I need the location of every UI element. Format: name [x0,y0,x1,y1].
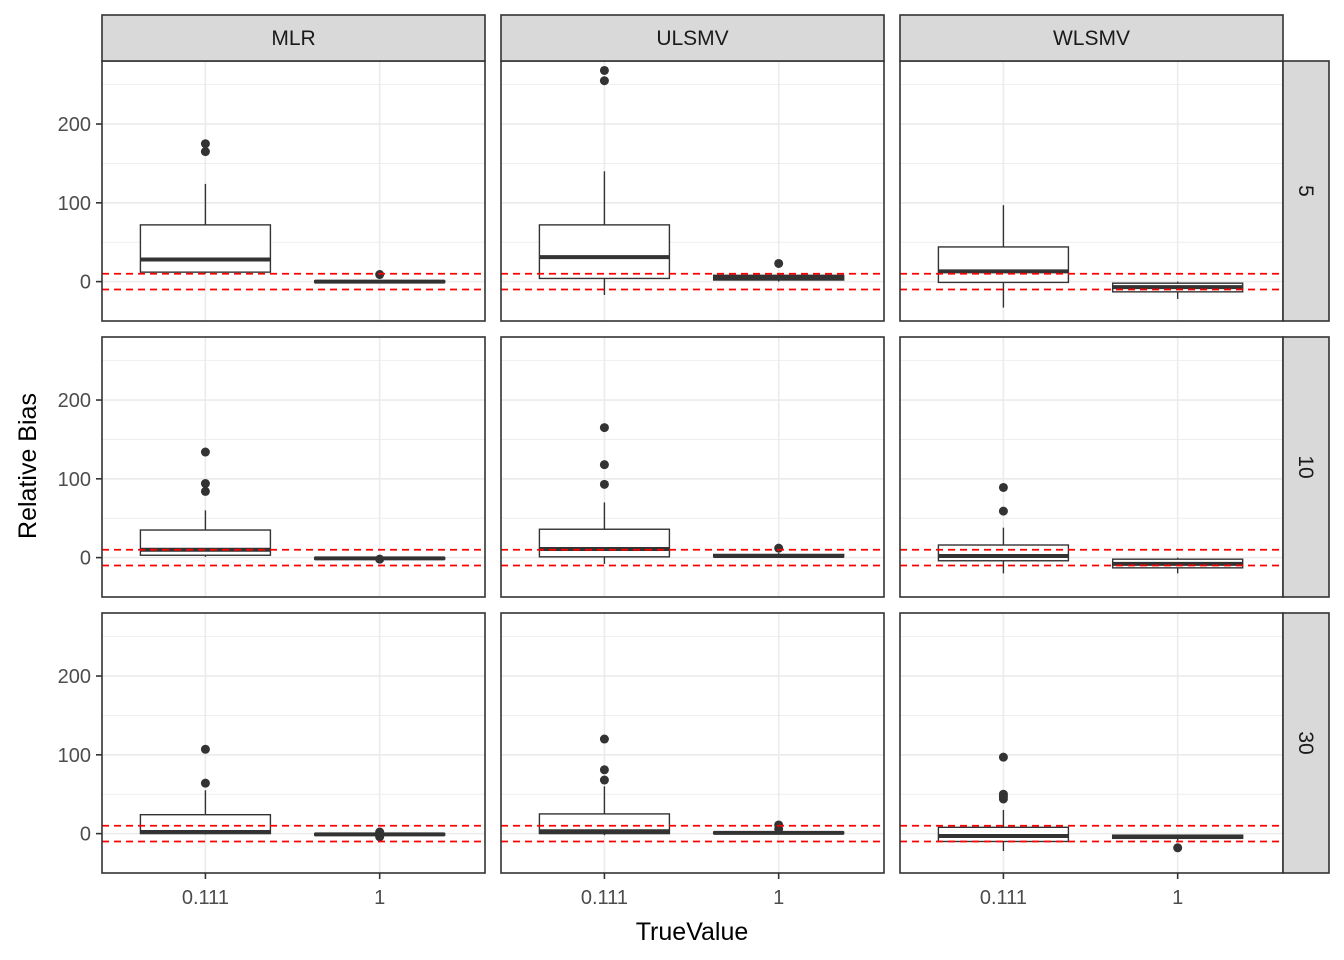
panel-ulsmv-30 [500,612,885,874]
strip-background [101,14,486,62]
y-tick-label: 100 [58,745,91,767]
strip-label: ULSMV [656,27,728,50]
outlier-point [599,734,609,744]
outlier-point [774,543,784,553]
y-tick-label: 0 [80,824,91,846]
outlier-point [200,479,210,489]
outlier-point [998,789,1008,799]
outlier-point [200,486,210,496]
strip-label: WLSMV [1053,27,1130,50]
strip-row-10: 10 [1282,336,1330,598]
outlier-point [998,506,1008,516]
box-iqr [538,528,671,558]
box-iqr [139,224,272,273]
box-0_111 [937,205,1070,308]
outlier-point [200,447,210,457]
axes-layer: 0 100 200 0 100 200 0 100 200 0.111 1 0.111 1 0.111 1 [58,114,1184,909]
box-0_111 [139,744,272,835]
y-tick-label: 100 [58,193,91,215]
box-iqr [538,224,671,280]
box-1 [1111,281,1244,299]
outlier-point [200,139,210,149]
strip-label: 30 [1294,731,1317,754]
strip-wlsmv: WLSMV [899,14,1284,62]
outlier-point [375,827,385,837]
strip-background [1282,612,1330,874]
x-tick-label: 0.111 [980,887,1027,909]
x-tick-label: 1 [773,887,784,909]
y-tick-label: 200 [58,390,91,412]
y-tick-label: 0 [80,272,91,294]
strip-background [500,14,885,62]
panel-mlr-10 [101,336,486,598]
outlier-point [998,752,1008,762]
strip-row-5: 5 [1282,60,1330,322]
panel-wlsmv-5 [899,60,1284,322]
outlier-point [599,479,609,489]
x-tick-label: 1 [374,887,385,909]
strip-label: 5 [1294,185,1317,197]
y-tick-label: 200 [58,114,91,136]
box-iqr [538,813,671,835]
panel-mlr-30 [101,612,486,874]
box-iqr [937,246,1070,284]
panels-layer [101,60,1284,874]
strip-background [899,14,1284,62]
outlier-point [200,744,210,754]
outlier-point [1173,843,1183,853]
x-tick-label: 0.111 [581,887,628,909]
x-tick-label: 0.111 [182,887,229,909]
box-1 [313,270,446,284]
panel-mlr-5 [101,60,486,322]
y-tick-label: 0 [80,548,91,570]
outlier-point [599,76,609,86]
panel-wlsmv-10 [899,336,1284,598]
outlier-point [200,778,210,788]
strip-ulsmv: ULSMV [500,14,885,62]
box-1 [313,554,446,564]
box-0_111 [538,65,671,295]
panel-border [101,612,486,874]
strip-label: MLR [271,27,315,50]
panel-border [500,612,885,874]
x-tick-label: 1 [1172,887,1183,909]
strip-label: 10 [1294,455,1317,478]
outlier-point [599,460,609,470]
strip-background [1282,336,1330,598]
panel-wlsmv-30 [899,612,1284,874]
box-1 [313,827,446,842]
panel-border [101,336,486,598]
x-axis-title: TrueValue [636,918,749,946]
strip-mlr: MLR [101,14,486,62]
box-0_111 [937,752,1070,851]
outlier-point [599,775,609,785]
strip-background [1282,60,1330,322]
box-0_111 [538,734,671,836]
y-tick-label: 100 [58,469,91,491]
outlier-point [599,65,609,75]
box-0_111 [139,139,272,274]
y-axis-title: Relative Bias [14,393,42,539]
outlier-point [599,765,609,775]
strips-layer: MLR ULSMV WLSMV 5 10 30 [101,14,1330,874]
panel-background [102,61,485,321]
outlier-point [998,482,1008,492]
y-tick-label: 200 [58,666,91,688]
panel-ulsmv-10 [500,336,885,598]
strip-row-30: 30 [1282,612,1330,874]
box-1 [1111,834,1244,853]
box-1 [1111,557,1244,574]
outlier-point [200,147,210,157]
box-0_111 [538,423,671,564]
panel-ulsmv-5 [500,60,885,322]
box-1 [712,258,845,282]
box-iqr [937,544,1070,562]
outlier-point [599,423,609,433]
outlier-point [375,554,385,564]
outlier-point [774,258,784,268]
panel-border [500,336,885,598]
